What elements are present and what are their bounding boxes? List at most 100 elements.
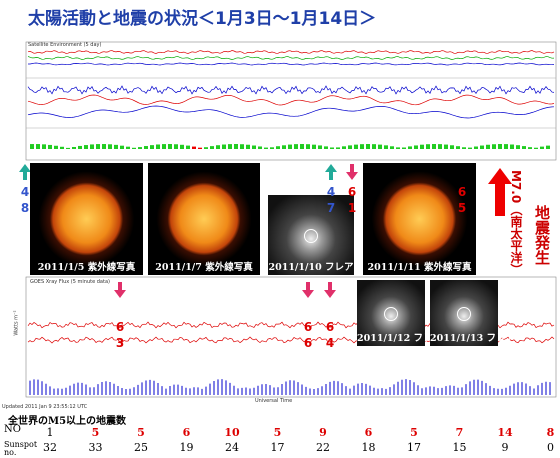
axis-label: Watts m⁻²: [13, 310, 20, 336]
table-cell: 5: [91, 426, 100, 439]
marker-top: 6: [457, 185, 467, 199]
marker-bottom: 1: [347, 201, 357, 215]
plot-trace: [27, 85, 555, 95]
table-cell: 7: [455, 426, 464, 439]
plot-bar: [198, 147, 202, 149]
plot-bar: [504, 144, 508, 149]
table-cell: 25: [134, 441, 148, 454]
plot-trace: [28, 62, 555, 66]
occulter: [384, 307, 398, 321]
plot-title: Satellite Environment (5 day): [28, 42, 102, 48]
marker-top: 6: [115, 320, 125, 334]
plot-bar: [42, 144, 46, 149]
plot-bar: [342, 146, 346, 149]
quake-arrow: [488, 168, 512, 216]
table-cell: 0: [547, 441, 554, 454]
plot-bar: [246, 144, 250, 149]
plot-bar: [186, 145, 190, 149]
table-cell: 9: [319, 426, 327, 439]
plot-bar: [138, 147, 142, 149]
plot-bar: [468, 147, 472, 149]
table-cell: 1: [46, 426, 54, 439]
plot-bar: [258, 146, 262, 149]
table-cell: 18: [361, 441, 376, 454]
plot-bar: [240, 144, 244, 149]
plot-bar: [162, 144, 166, 149]
plot-bar: [402, 147, 406, 149]
table-cell: 14: [497, 426, 513, 439]
plot-bar: [486, 144, 490, 149]
plot-bar: [336, 147, 340, 149]
plot-bar: [144, 146, 148, 149]
photo: 2011/1/5 紫外線写真: [30, 163, 143, 275]
photo: 2011/1/13 フレア: [430, 280, 516, 346]
plot-trace: [27, 94, 555, 106]
plot-bar: [96, 144, 100, 149]
plot-bar: [306, 144, 310, 149]
arrow: [302, 282, 314, 298]
row-label: Sunspot no.: [4, 440, 38, 457]
plot-bar: [408, 146, 412, 149]
plot-bar: [390, 146, 394, 149]
photo-caption: 2011/1/13 フレア: [430, 333, 516, 344]
table-cell: 19: [179, 441, 194, 454]
plot-bar: [462, 147, 466, 149]
table-cell: 8: [546, 426, 555, 439]
photo: 2011/1/10 フレア: [268, 195, 354, 275]
plot-bar: [30, 144, 34, 149]
table-cell: 6: [364, 426, 373, 439]
plot-bar: [180, 144, 184, 149]
arrow: [114, 282, 126, 298]
plot-bar: [264, 147, 268, 149]
plot-bar: [528, 147, 532, 149]
plot-bar: [288, 144, 292, 149]
table-cell: 15: [452, 441, 467, 454]
quake-label: 地震発生: [533, 205, 551, 265]
marker-bottom: 4: [325, 336, 335, 350]
plot-bar: [48, 144, 52, 149]
plot-bar: [228, 144, 232, 149]
plot-bar: [156, 144, 160, 149]
plot-bar: [54, 145, 58, 149]
plot-bar: [348, 145, 352, 149]
plot-bar: [108, 144, 112, 149]
marker-top: 6: [325, 320, 335, 334]
plot-bar: [252, 145, 256, 149]
plot-bar: [120, 145, 124, 149]
plot-bar: [516, 145, 520, 149]
marker-bottom: 5: [457, 201, 467, 215]
plot-bar: [456, 146, 460, 149]
table-cell: 33: [88, 441, 103, 454]
table-cell: 5: [137, 426, 145, 439]
plot-bar: [84, 145, 88, 149]
axis-label: Universal Time: [255, 398, 293, 404]
plot-bar: [102, 144, 106, 149]
marker-bottom: 7: [326, 201, 336, 215]
plot-bar: [282, 145, 286, 149]
table-cell: 24: [225, 441, 239, 454]
marker-bottom: 3: [115, 336, 125, 350]
plot-bar: [114, 144, 118, 149]
plot-title: GOES Xray Flux (5 minute data): [30, 279, 110, 285]
plot-bar: [384, 145, 388, 149]
arrow: [325, 164, 337, 180]
plot-bar: [432, 144, 436, 149]
plot-bar: [492, 144, 496, 149]
title: 太陽活動と地震の状況＜1月3日～1月14日＞: [28, 9, 377, 29]
plot-bar: [90, 144, 94, 149]
row-label: NO: [4, 424, 21, 435]
marker-bottom: 6: [303, 336, 313, 350]
plot-bar: [480, 145, 484, 149]
plot-bar: [222, 144, 226, 149]
marker-bottom: 8: [20, 201, 30, 215]
table-cell: 10: [224, 426, 240, 439]
plot-bar: [192, 146, 196, 149]
table-cell: 32: [43, 441, 57, 454]
plot-bar: [444, 144, 448, 149]
arrow: [324, 282, 336, 298]
plot-bar: [78, 145, 82, 149]
plot-bar: [294, 144, 298, 149]
plot-bar: [498, 144, 502, 149]
table-cell: 17: [407, 441, 421, 454]
